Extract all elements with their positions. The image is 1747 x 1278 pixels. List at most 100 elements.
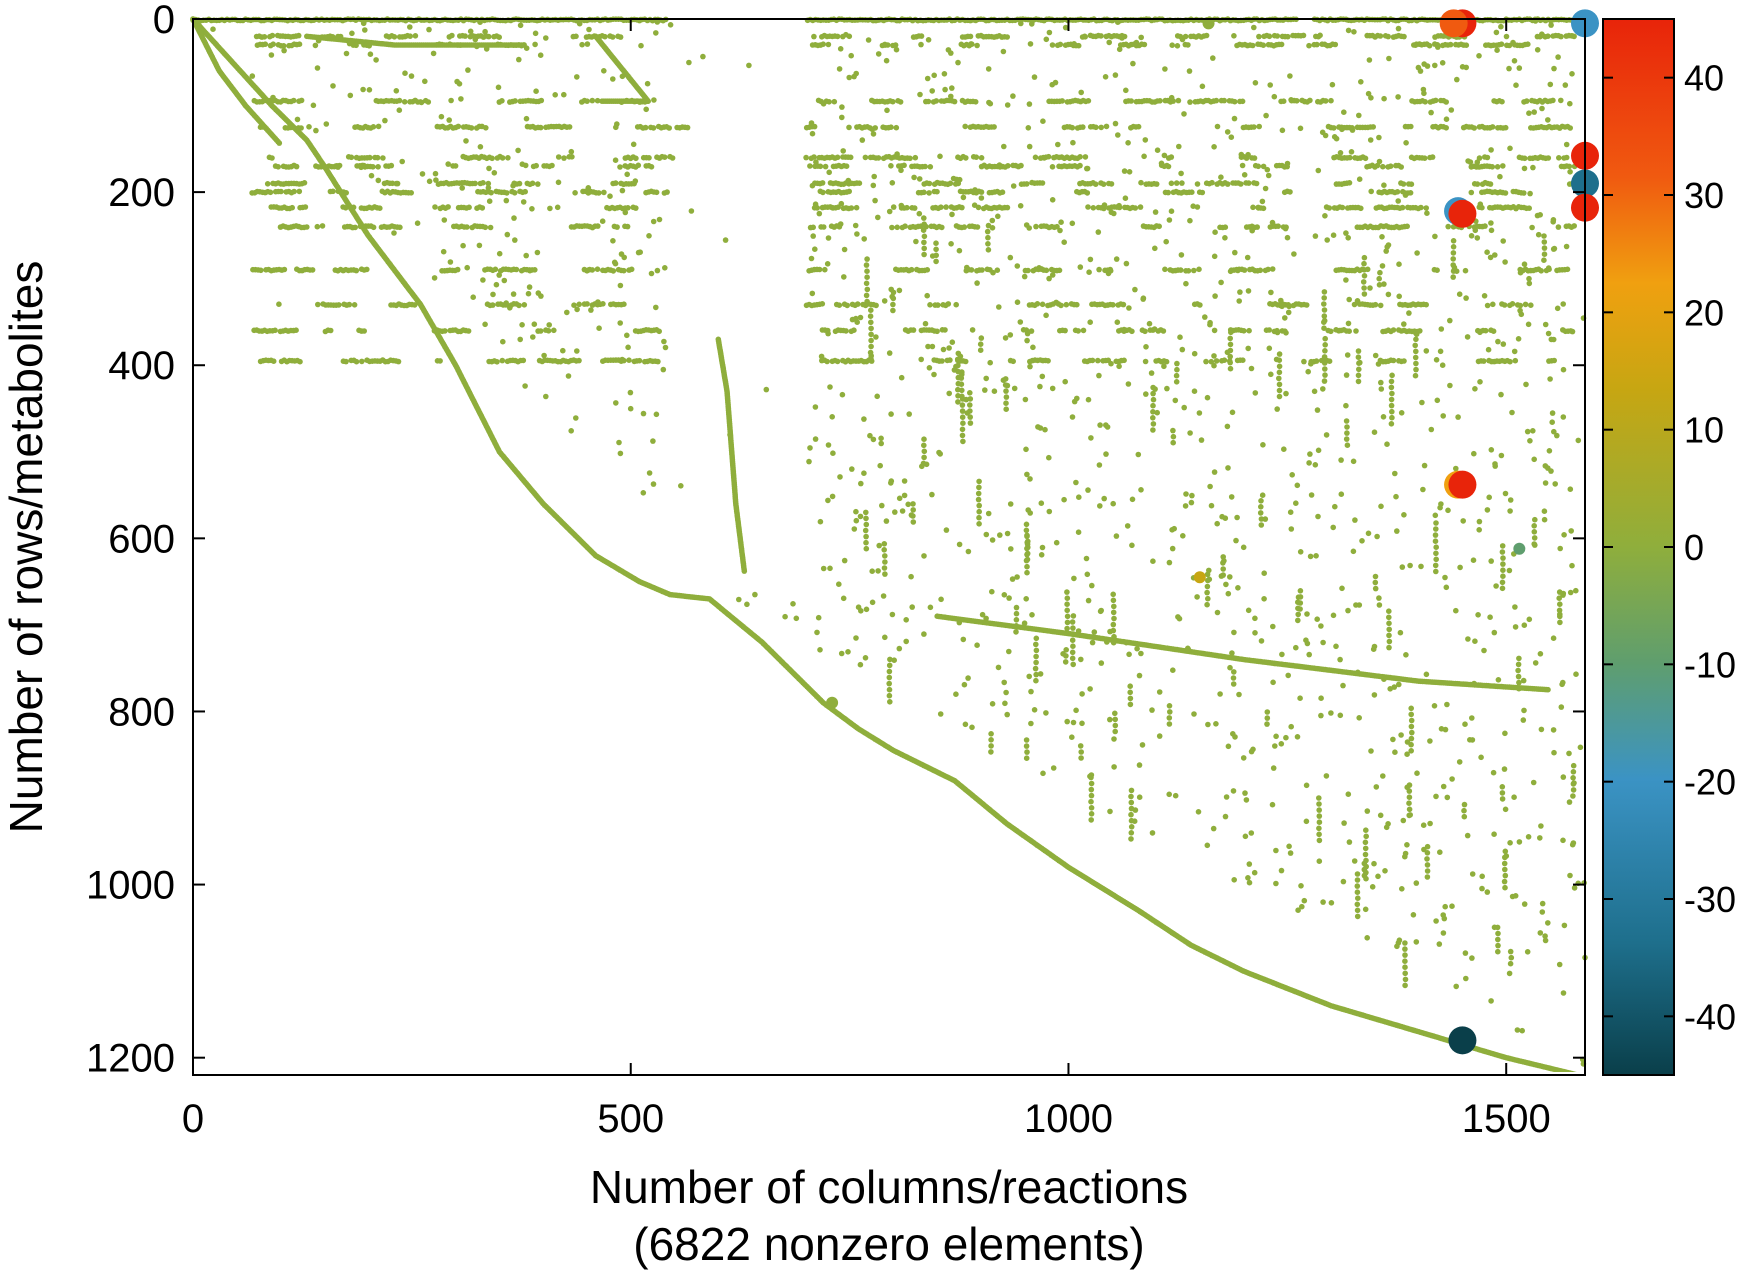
data-point xyxy=(1120,301,1127,308)
data-point xyxy=(1061,496,1067,503)
data-point xyxy=(1077,162,1083,169)
data-point xyxy=(1312,233,1319,239)
data-point xyxy=(1308,361,1314,367)
data-point xyxy=(532,30,539,37)
data-point xyxy=(375,177,382,184)
data-point xyxy=(1339,204,1346,211)
data-point xyxy=(1403,140,1409,146)
data-point xyxy=(1352,517,1358,523)
data-point xyxy=(846,188,852,195)
data-point xyxy=(555,154,562,160)
data-point xyxy=(1313,553,1319,559)
data-point xyxy=(309,267,316,273)
data-point xyxy=(1270,623,1276,630)
data-point xyxy=(648,164,655,170)
data-point xyxy=(1526,205,1532,211)
data-point xyxy=(487,224,494,231)
data-point xyxy=(1081,33,1088,40)
data-point xyxy=(440,248,447,255)
data-point xyxy=(1541,508,1548,514)
data-point xyxy=(1231,115,1238,122)
data-point xyxy=(296,41,303,47)
data-point xyxy=(466,204,472,211)
data-point xyxy=(1151,326,1158,332)
data-point xyxy=(1324,237,1330,243)
data-point xyxy=(380,155,386,161)
data-point xyxy=(948,93,954,100)
data-point xyxy=(1163,358,1170,365)
data-point xyxy=(1307,97,1313,104)
data-point xyxy=(555,179,562,186)
data-point xyxy=(513,266,520,273)
data-point xyxy=(1266,327,1272,333)
data-point xyxy=(1077,264,1084,270)
data-point xyxy=(350,204,357,211)
data-point xyxy=(627,389,634,396)
data-point xyxy=(1377,33,1384,39)
data-point xyxy=(1075,42,1082,49)
data-point xyxy=(817,647,823,653)
data-point xyxy=(1326,205,1333,211)
data-point xyxy=(1316,858,1323,864)
data-point xyxy=(1093,124,1099,131)
data-point xyxy=(1045,153,1052,160)
data-point xyxy=(1551,749,1557,756)
data-point xyxy=(1073,707,1079,714)
data-point xyxy=(1049,42,1056,48)
data-point xyxy=(953,301,959,308)
data-point xyxy=(1239,98,1246,105)
data-point xyxy=(330,188,336,195)
data-point xyxy=(1322,98,1329,104)
data-point xyxy=(969,327,976,333)
data-point xyxy=(1549,419,1555,426)
data-point xyxy=(272,327,278,334)
data-point xyxy=(529,180,536,187)
data-point xyxy=(875,155,882,161)
data-point xyxy=(1026,143,1033,150)
data-point xyxy=(935,302,941,308)
data-point xyxy=(346,301,353,308)
data-point xyxy=(1493,29,1500,36)
data-point xyxy=(1333,643,1339,650)
data-point xyxy=(295,32,302,39)
data-point xyxy=(854,231,860,237)
data-point xyxy=(1448,107,1455,113)
data-point xyxy=(600,301,606,307)
data-point xyxy=(1001,143,1007,150)
data-point xyxy=(945,301,952,307)
data-point xyxy=(997,532,1003,538)
data-point xyxy=(306,124,312,130)
data-point xyxy=(1560,366,1567,373)
data-point xyxy=(1194,594,1200,600)
data-point xyxy=(333,163,339,169)
data-point xyxy=(1445,223,1451,230)
data-point xyxy=(1224,181,1231,187)
data-point xyxy=(951,98,958,105)
data-point xyxy=(1288,723,1294,730)
data-point xyxy=(646,155,652,161)
data-point xyxy=(1353,602,1359,608)
data-point xyxy=(1091,629,1098,635)
data-point xyxy=(1465,636,1471,642)
data-point xyxy=(1328,97,1334,104)
data-point xyxy=(586,26,592,33)
data-point xyxy=(1370,124,1376,130)
data-point xyxy=(1378,503,1384,510)
data-point xyxy=(1194,204,1201,210)
data-point xyxy=(1275,223,1281,229)
data-point xyxy=(496,34,503,40)
data-point xyxy=(1560,837,1566,844)
data-point xyxy=(261,34,268,40)
data-point xyxy=(1454,76,1460,83)
data-point xyxy=(902,223,908,229)
data-point xyxy=(537,328,544,334)
data-point xyxy=(1440,783,1447,790)
data-point xyxy=(1027,41,1034,47)
data-point xyxy=(497,41,504,48)
data-point xyxy=(1435,44,1441,50)
data-point xyxy=(1497,173,1503,180)
data-point xyxy=(1262,185,1269,192)
data-point xyxy=(1153,181,1160,187)
data-point xyxy=(913,238,919,245)
data-point xyxy=(1270,765,1277,771)
